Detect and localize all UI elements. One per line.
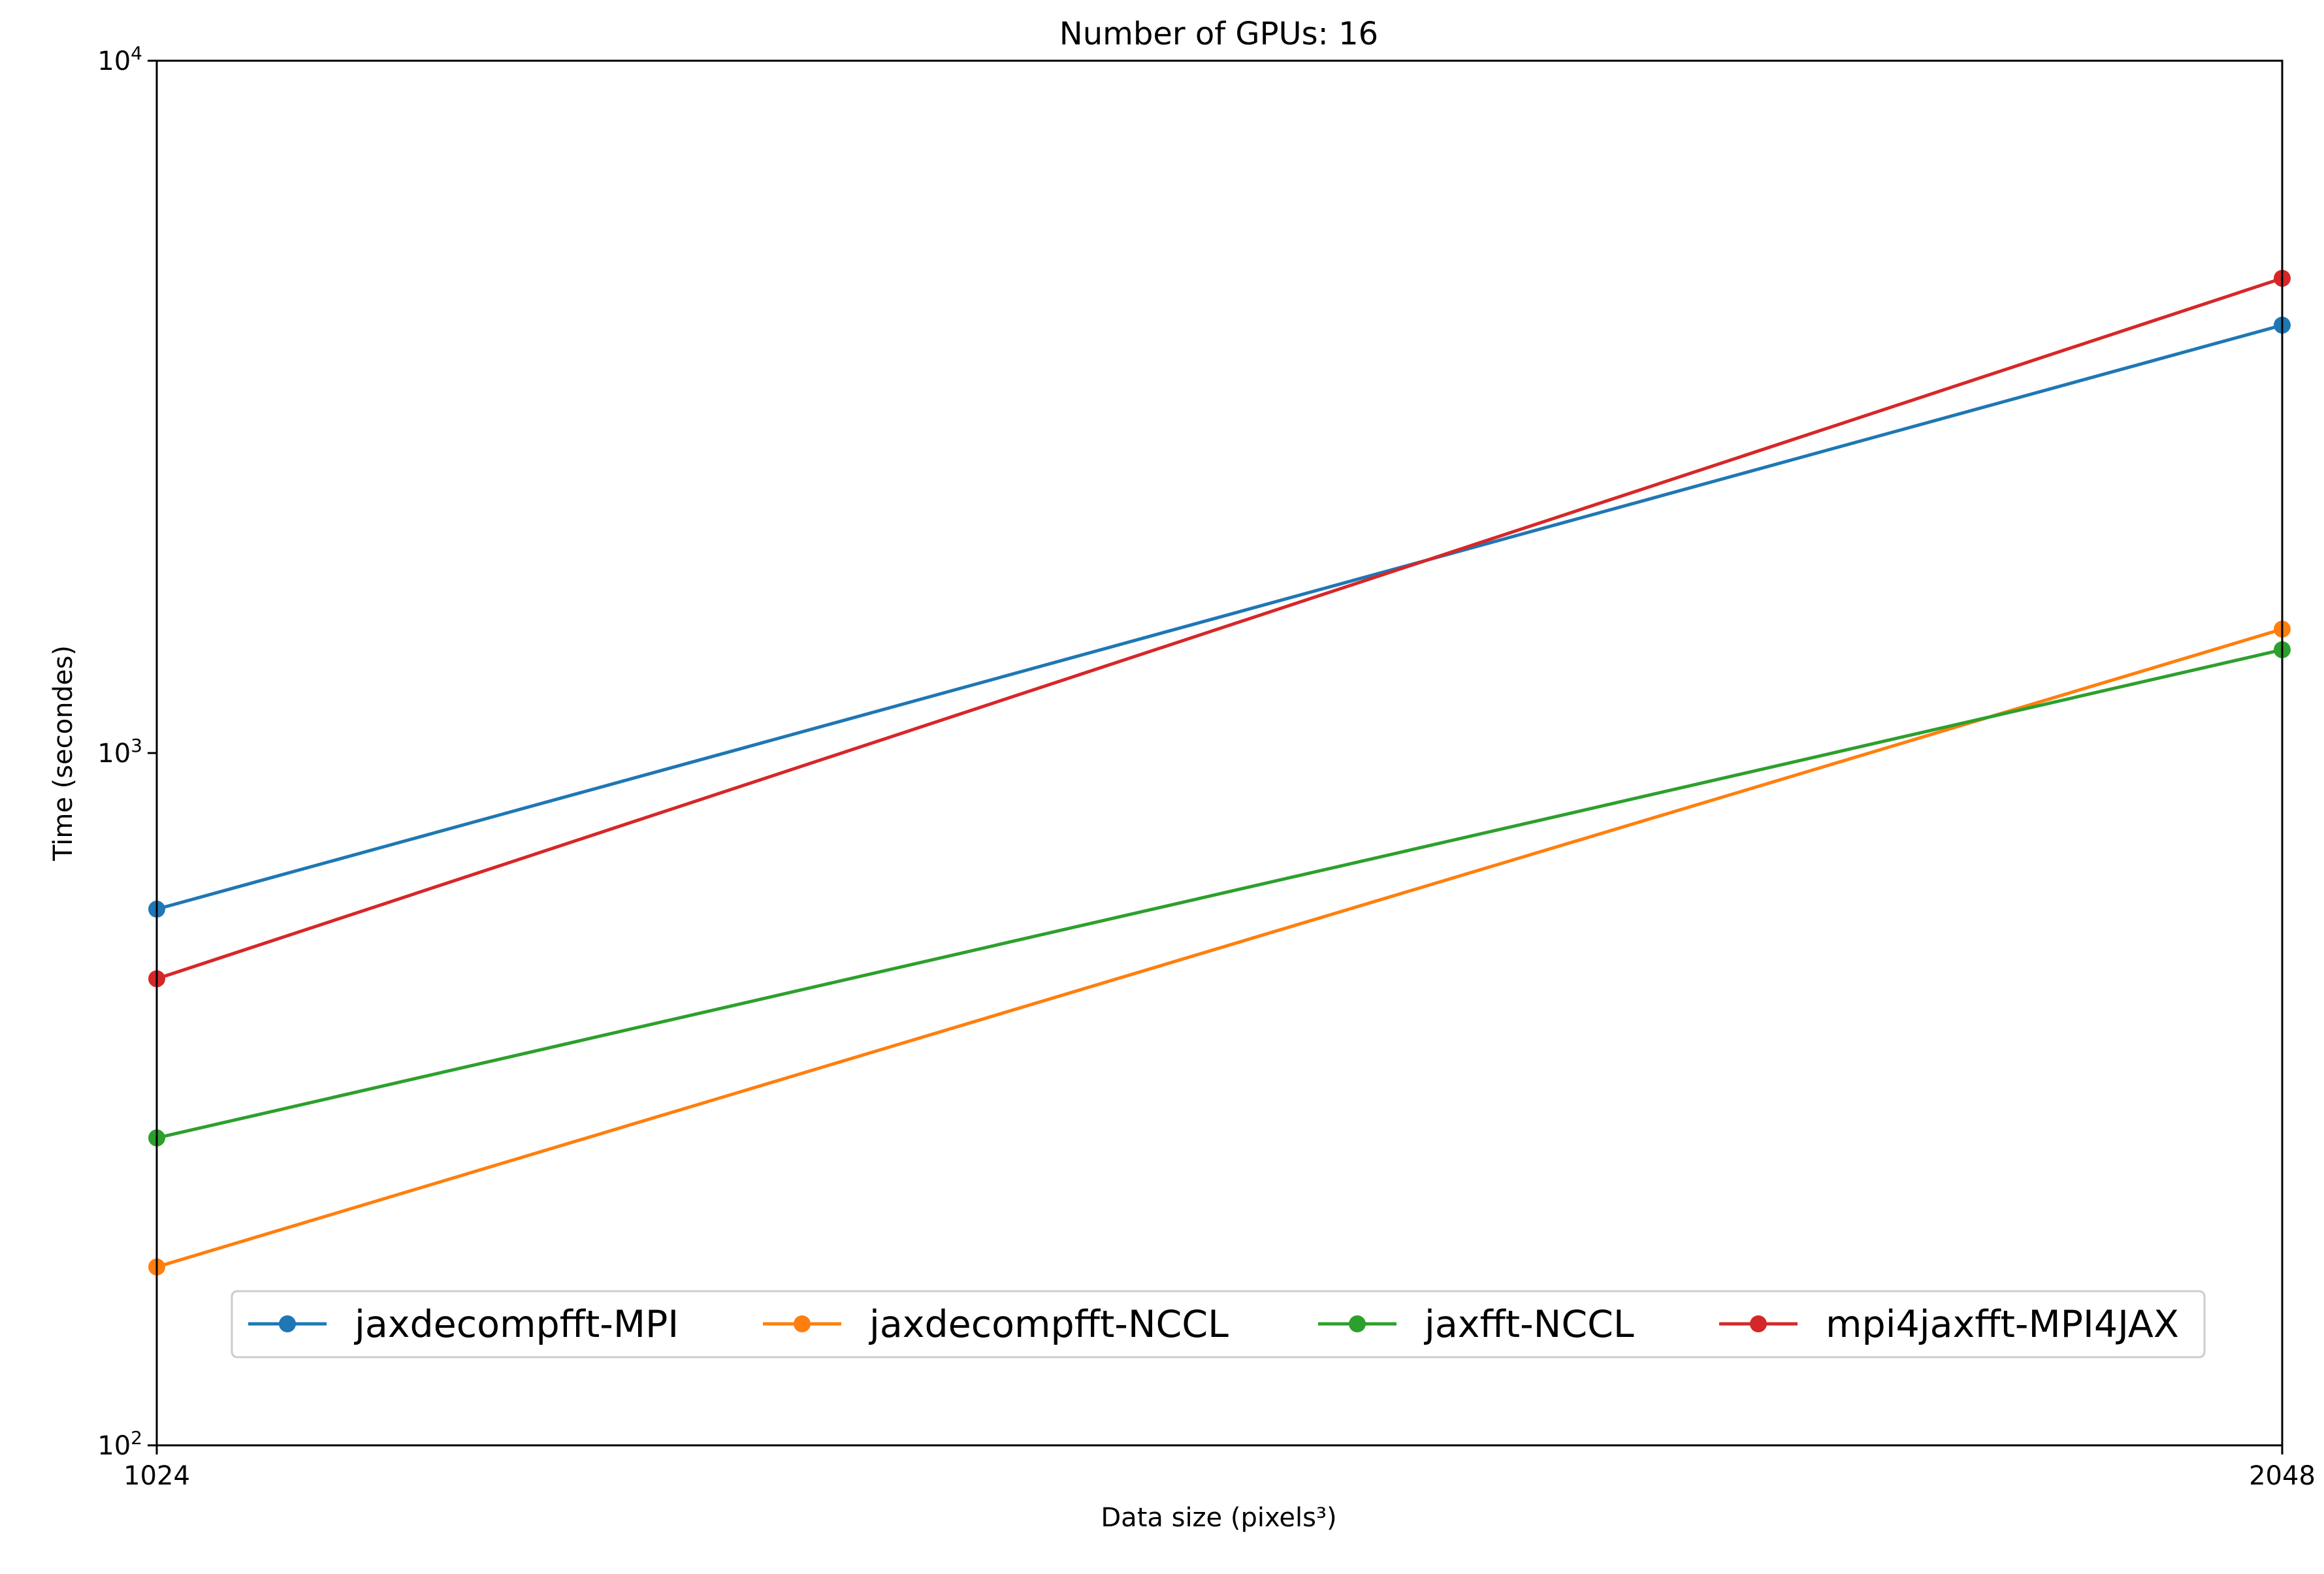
legend-label: jaxdecompfft-NCCL — [868, 1303, 1229, 1346]
y-tick-label: 104 — [97, 42, 142, 76]
legend-label: jaxfft-NCCL — [1423, 1303, 1634, 1346]
series-line-1 — [156, 627, 2283, 1269]
x-axis-label: Data size (pixels³) — [1101, 1503, 1336, 1533]
series-line-2 — [156, 648, 2283, 1140]
legend-label: mpi4jaxfft-MPI4JAX — [1826, 1303, 2179, 1346]
legend-marker — [1750, 1315, 1767, 1332]
legend-label: jaxdecompfft-MPI — [353, 1303, 679, 1346]
legend-box — [231, 1290, 2206, 1358]
x-tick-label: 1024 — [123, 1461, 190, 1491]
series-line-3 — [156, 276, 2283, 980]
legend-marker — [1349, 1315, 1366, 1332]
legend-entry-1: jaxdecompfft-NCCL — [763, 1303, 1229, 1346]
y-tick-label: 103 — [97, 735, 142, 769]
x-axis-ticks: 1024 2048 — [123, 1445, 2316, 1491]
series-line-0 — [156, 323, 2283, 911]
x-tick-label: 2048 — [2249, 1461, 2316, 1491]
y-axis-label: Time (secondes) — [48, 645, 78, 861]
legend-marker — [279, 1315, 296, 1332]
chart-title: Number of GPUs: 16 — [1059, 16, 1378, 52]
legend-entry-0: jaxdecompfft-MPI — [248, 1303, 679, 1346]
series-layer — [148, 270, 2291, 1276]
y-tick-label: 102 — [97, 1427, 142, 1461]
legend: jaxdecompfft-MPI jaxdecompfft-NCCL jaxfft-… — [231, 1290, 2206, 1358]
legend-entry-3: mpi4jaxfft-MPI4JAX — [1719, 1303, 2179, 1346]
legend-entry-2: jaxfft-NCCL — [1318, 1303, 1634, 1346]
y-axis-ticks: 102 103 104 — [97, 42, 157, 1461]
legend-marker — [794, 1315, 811, 1332]
